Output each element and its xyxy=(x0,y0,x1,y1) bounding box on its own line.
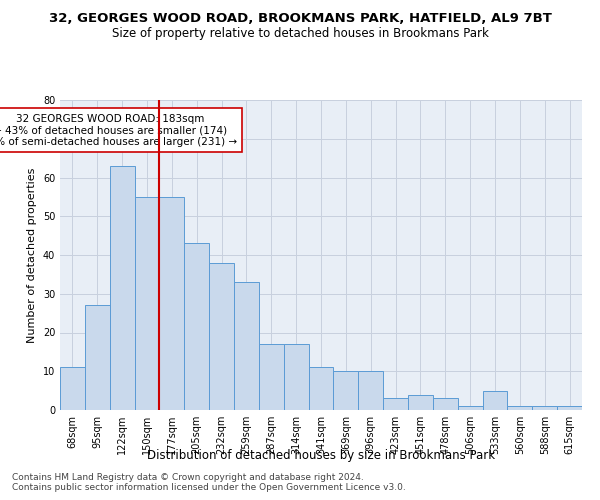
Bar xyxy=(259,344,284,410)
Bar xyxy=(110,166,134,410)
Bar xyxy=(160,197,184,410)
Text: Distribution of detached houses by size in Brookmans Park: Distribution of detached houses by size … xyxy=(147,448,495,462)
Text: Contains HM Land Registry data © Crown copyright and database right 2024.: Contains HM Land Registry data © Crown c… xyxy=(12,474,364,482)
Bar xyxy=(557,406,582,410)
Text: Size of property relative to detached houses in Brookmans Park: Size of property relative to detached ho… xyxy=(112,28,488,40)
Bar xyxy=(184,244,209,410)
Bar xyxy=(383,398,408,410)
Bar xyxy=(209,263,234,410)
Bar xyxy=(482,390,508,410)
Text: Contains public sector information licensed under the Open Government Licence v3: Contains public sector information licen… xyxy=(12,484,406,492)
Bar xyxy=(334,371,358,410)
Bar xyxy=(458,406,482,410)
Bar xyxy=(308,368,334,410)
Bar xyxy=(532,406,557,410)
Bar xyxy=(234,282,259,410)
Bar xyxy=(508,406,532,410)
Bar xyxy=(134,197,160,410)
Bar xyxy=(60,368,85,410)
Y-axis label: Number of detached properties: Number of detached properties xyxy=(27,168,37,342)
Text: 32, GEORGES WOOD ROAD, BROOKMANS PARK, HATFIELD, AL9 7BT: 32, GEORGES WOOD ROAD, BROOKMANS PARK, H… xyxy=(49,12,551,26)
Bar xyxy=(358,371,383,410)
Text: 32 GEORGES WOOD ROAD: 183sqm
← 43% of detached houses are smaller (174)
57% of s: 32 GEORGES WOOD ROAD: 183sqm ← 43% of de… xyxy=(0,114,237,147)
Bar xyxy=(85,306,110,410)
Bar xyxy=(408,394,433,410)
Bar xyxy=(433,398,458,410)
Bar xyxy=(284,344,308,410)
